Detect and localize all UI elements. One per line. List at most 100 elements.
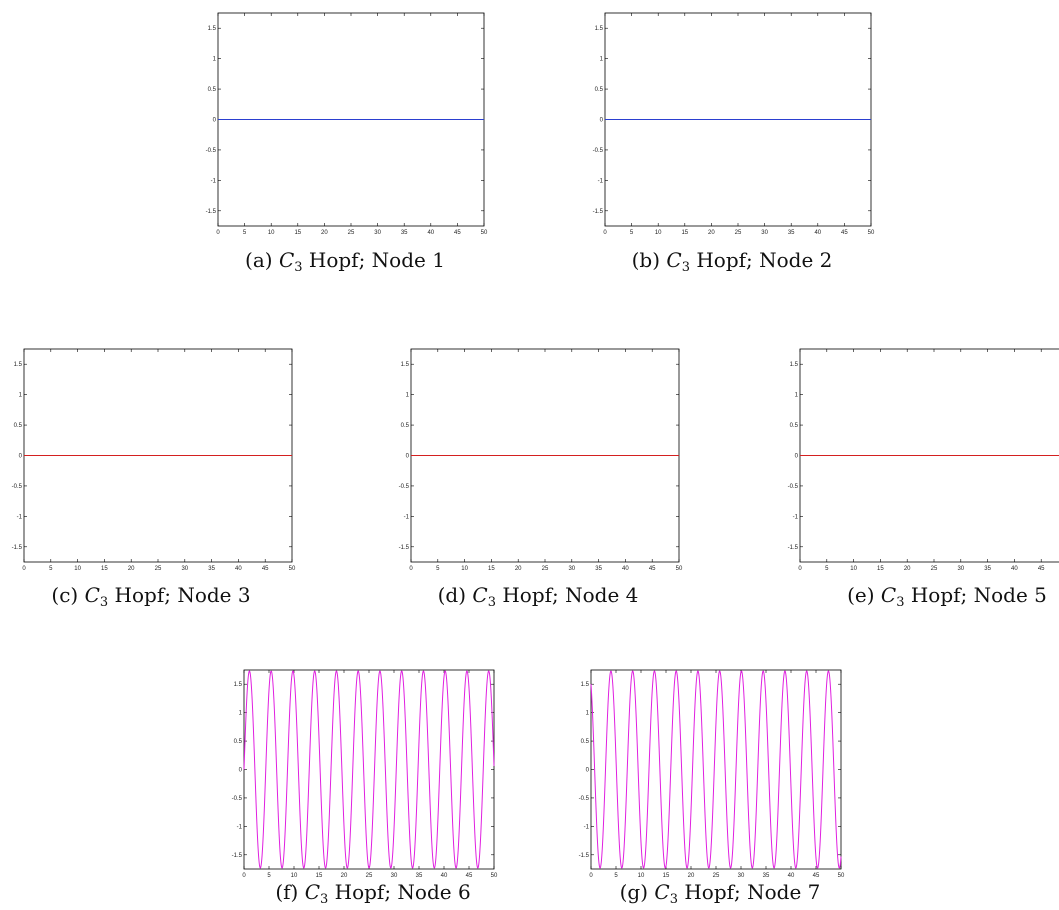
y-tick-label: 1 (19, 393, 23, 399)
y-tick-label: 1 (795, 393, 799, 399)
y-tick-label: 1 (213, 57, 217, 63)
caption-f: (f) C3 Hopf; Node 6 (228, 880, 518, 907)
x-tick-label: 15 (681, 230, 688, 236)
y-tick-label: 1.5 (208, 26, 217, 32)
caption-symbol: C (472, 583, 488, 607)
series-line (243, 670, 495, 869)
caption-text: Hopf; Node 7 (684, 880, 821, 904)
panel-f: 0 5 10 15 20 25 30 35 40 45 50 1.5 1 0.5 0 -0.5 -1 -1.5 (… (228, 660, 518, 910)
caption-prefix: (a) (245, 248, 273, 272)
caption-symbol: C (304, 880, 320, 904)
x-tick-label: 30 (761, 230, 768, 236)
x-tick-label: 5 (436, 566, 440, 572)
x-tick-label: 20 (904, 566, 911, 572)
x-tick-label: 30 (957, 566, 964, 572)
x-tick-label: 15 (316, 873, 323, 879)
x-tick-label: 5 (49, 566, 53, 572)
x-tick-label: 25 (542, 566, 549, 572)
caption-text: Hopf; Node 2 (696, 248, 833, 272)
x-tick-label: 15 (877, 566, 884, 572)
y-tick-label: 1 (600, 57, 604, 63)
y-tick-label: -1.5 (399, 545, 410, 551)
series-line (590, 670, 842, 869)
y-tick-label: -1.5 (206, 209, 217, 215)
y-tick-label: -0.5 (232, 796, 243, 802)
y-tick-label: -0.5 (12, 484, 23, 490)
y-tick-label: 0.5 (790, 423, 799, 429)
x-tick-label: 10 (850, 566, 857, 572)
x-tick-label: 20 (128, 566, 135, 572)
y-tick-label: -1.5 (579, 853, 590, 859)
x-tick-label: 20 (708, 230, 715, 236)
x-tick-label: 35 (416, 873, 423, 879)
x-tick-label: 35 (984, 566, 991, 572)
caption-b: (b) C3 Hopf; Node 2 (587, 248, 877, 275)
x-tick-label: 10 (461, 566, 468, 572)
y-tick-label: 0.5 (581, 739, 590, 745)
y-tick-label: 1 (406, 393, 410, 399)
x-tick-label: 25 (348, 230, 355, 236)
x-tick-label: 0 (798, 566, 802, 572)
y-tick-label: -1 (211, 178, 217, 184)
x-tick-label: 0 (409, 566, 413, 572)
y-tick-label: 1.5 (595, 26, 604, 32)
caption-symbol: C (84, 583, 100, 607)
y-tick-label: -1.5 (788, 545, 799, 551)
y-tick-label: 0 (213, 118, 217, 124)
y-tick-label: 1.5 (581, 682, 590, 688)
x-tick-label: 5 (825, 566, 829, 572)
caption-subscript: 3 (320, 892, 329, 907)
plot-g: 0 5 10 15 20 25 30 35 40 45 50 1.5 1 0.5 0 -0.5 -1 -1.5 (579, 669, 845, 879)
x-tick-label: 35 (763, 873, 770, 879)
caption-subscript: 3 (681, 260, 690, 275)
caption-a: (a) C3 Hopf; Node 1 (200, 248, 490, 275)
x-tick-label: 30 (568, 566, 575, 572)
y-tick-label: 0.5 (401, 423, 410, 429)
x-tick-label: 50 (491, 873, 498, 879)
x-tick-label: 40 (427, 230, 434, 236)
caption-prefix: (c) (51, 583, 79, 607)
plot-a: 0 5 10 15 20 25 30 35 40 45 50 1.5 1 0.5 0 -0.5 -1 -1.5 (206, 12, 488, 236)
x-tick-label: 45 (454, 230, 461, 236)
y-tick-label: -1 (237, 824, 243, 830)
y-tick-label: 1.5 (234, 682, 243, 688)
y-tick-label: 0 (600, 118, 604, 124)
x-tick-label: 30 (374, 230, 381, 236)
caption-prefix: (f) (275, 880, 299, 904)
caption-text: Hopf; Node 4 (502, 583, 639, 607)
y-tick-label: -1 (793, 514, 799, 520)
x-tick-label: 25 (735, 230, 742, 236)
x-tick-label: 30 (391, 873, 398, 879)
caption-symbol: C (666, 248, 682, 272)
caption-e: (e) C3 Hopf; Node 5 (782, 583, 1059, 610)
x-tick-label: 30 (181, 566, 188, 572)
x-tick-label: 25 (713, 873, 720, 879)
x-tick-label: 10 (291, 873, 298, 879)
x-tick-label: 20 (341, 873, 348, 879)
x-tick-label: 5 (630, 230, 634, 236)
x-tick-label: 0 (603, 230, 607, 236)
caption-text: Hopf; Node 3 (114, 583, 251, 607)
panel-g: 0 5 10 15 20 25 30 35 40 45 50 1.5 1 0.5 0 -0.5 -1 -1.5 (… (575, 660, 865, 910)
x-tick-label: 30 (738, 873, 745, 879)
x-tick-label: 45 (466, 873, 473, 879)
plot-c: 0 5 10 15 20 25 30 35 40 45 50 1.5 1 0.5 0 -0.5 -1 -1.5 (12, 348, 296, 572)
x-tick-label: 5 (267, 873, 271, 879)
y-tick-label: 1 (239, 711, 243, 717)
x-tick-label: 10 (655, 230, 662, 236)
x-tick-label: 0 (242, 873, 246, 879)
x-tick-label: 50 (481, 230, 488, 236)
x-tick-label: 0 (22, 566, 26, 572)
x-tick-label: 10 (74, 566, 81, 572)
panel-a: 0 5 10 15 20 25 30 35 40 45 50 1.5 1 0.5 0 -0.5 -1 -1.5 (… (200, 0, 490, 280)
x-tick-label: 50 (676, 566, 683, 572)
x-tick-label: 45 (1038, 566, 1045, 572)
y-tick-label: 0 (795, 454, 799, 460)
y-tick-label: -0.5 (206, 148, 217, 154)
caption-subscript: 3 (99, 595, 109, 610)
y-tick-label: -0.5 (399, 484, 410, 490)
y-tick-label: 0 (406, 454, 410, 460)
caption-text: Hopf; Node 6 (334, 880, 471, 904)
caption-subscript: 3 (896, 595, 905, 610)
x-tick-label: 15 (488, 566, 495, 572)
